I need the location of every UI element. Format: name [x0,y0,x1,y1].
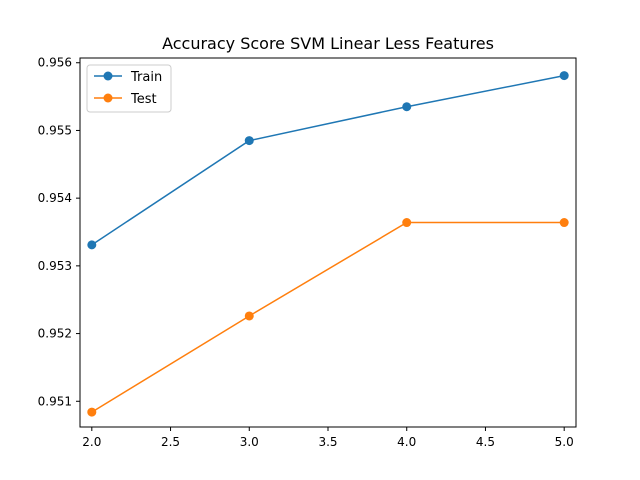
data-point-test [402,218,412,228]
series-test [87,218,569,417]
y-tick-label: 0.951 [38,394,72,408]
y-tick-label: 0.956 [38,56,72,70]
legend-label: Train [130,70,162,85]
series-line-test [91,221,565,413]
chart-title: Accuracy Score SVM Linear Less Features [162,34,494,53]
x-tick-label: 2.5 [161,435,180,449]
x-tick-label: 3.0 [240,435,259,449]
x-tick-label: 4.5 [476,435,495,449]
data-point-test [87,407,97,417]
data-point-train [402,102,412,112]
series-line-train [91,74,565,246]
x-tick-label: 4.0 [397,435,416,449]
data-point-train [87,240,97,250]
legend-item-train: Train [94,70,162,85]
y-axis: 0.951 0.952 0.953 0.954 0.955 0.956 [38,56,80,408]
series-train [87,71,569,250]
data-point-train [244,136,254,146]
legend: Train Test [86,64,172,113]
plot-background [80,58,576,427]
plot-area [80,58,576,427]
legend-label: Test [130,92,157,107]
legend-item-test: Test [94,92,157,107]
legend-marker [103,93,113,103]
y-tick-label: 0.954 [38,191,72,205]
x-tick-label: 3.5 [318,435,337,449]
x-tick-label: 2.0 [82,435,101,449]
legend-marker [103,71,113,81]
x-tick-label: 5.0 [555,435,574,449]
data-point-test [244,311,254,321]
series-layer [87,71,569,417]
y-tick-label: 0.953 [38,259,72,273]
axes-frame [79,57,577,428]
x-axis: 2.0 2.5 3.0 3.5 4.0 4.5 5.0 [82,427,574,449]
y-tick-label: 0.952 [38,327,72,341]
data-point-test [559,218,569,228]
data-point-train [559,71,569,81]
y-tick-label: 0.955 [38,123,72,137]
